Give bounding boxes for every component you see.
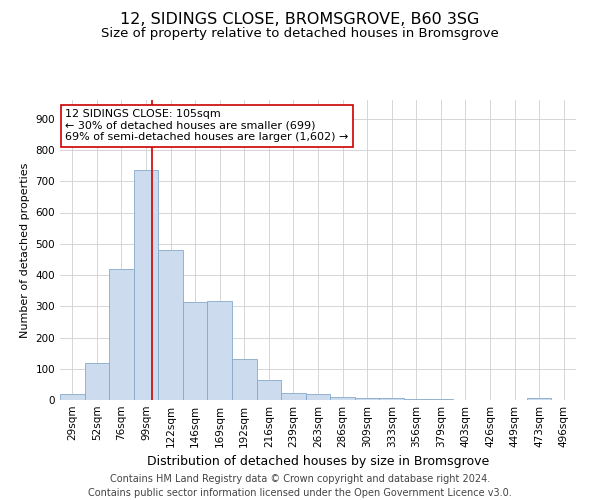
Bar: [60, 394, 85, 400]
Y-axis label: Number of detached properties: Number of detached properties: [20, 162, 30, 338]
Bar: [85, 362, 109, 400]
Bar: [330, 397, 355, 400]
Bar: [379, 398, 404, 400]
Bar: [281, 393, 306, 400]
Bar: [306, 394, 330, 400]
X-axis label: Distribution of detached houses by size in Bromsgrove: Distribution of detached houses by size …: [147, 456, 489, 468]
Bar: [404, 399, 428, 400]
Bar: [109, 270, 134, 400]
Bar: [355, 398, 379, 400]
Bar: [257, 380, 281, 400]
Bar: [183, 302, 208, 400]
Bar: [232, 360, 257, 400]
Bar: [158, 250, 183, 400]
Bar: [208, 300, 232, 400]
Text: 12, SIDINGS CLOSE, BROMSGROVE, B60 3SG: 12, SIDINGS CLOSE, BROMSGROVE, B60 3SG: [121, 12, 479, 28]
Bar: [134, 170, 158, 400]
Text: Contains HM Land Registry data © Crown copyright and database right 2024.
Contai: Contains HM Land Registry data © Crown c…: [88, 474, 512, 498]
Text: 12 SIDINGS CLOSE: 105sqm
← 30% of detached houses are smaller (699)
69% of semi-: 12 SIDINGS CLOSE: 105sqm ← 30% of detach…: [65, 109, 349, 142]
Text: Size of property relative to detached houses in Bromsgrove: Size of property relative to detached ho…: [101, 28, 499, 40]
Bar: [527, 398, 551, 400]
